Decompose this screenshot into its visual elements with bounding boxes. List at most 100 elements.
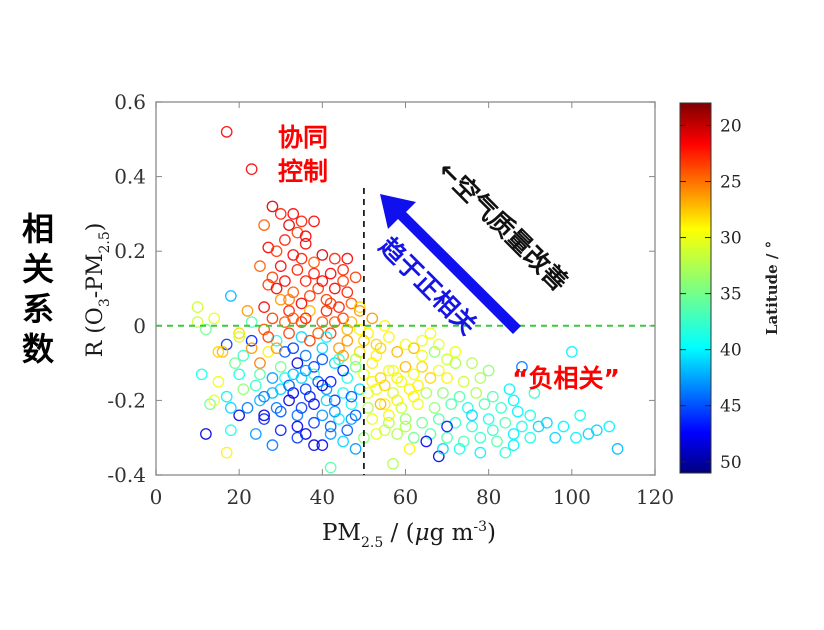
data-point — [399, 413, 412, 425]
data-point — [287, 312, 300, 325]
data-point — [237, 349, 250, 362]
data-point — [474, 446, 487, 459]
data-point — [482, 413, 495, 425]
data-point — [308, 267, 320, 280]
data-point — [328, 282, 341, 295]
colorbar-tick-label: 35 — [720, 285, 742, 305]
data-point — [229, 357, 241, 369]
data-point — [353, 305, 366, 317]
data-point — [441, 431, 453, 444]
data-point — [486, 424, 499, 437]
data-point — [312, 375, 325, 388]
data-point — [233, 331, 246, 343]
axis-ticks: 0 20 40 60 80 100 120 -0.4 -0.2 0 0.2 0.4 0.6 — [107, 90, 674, 509]
data-point — [528, 387, 541, 399]
data-point — [191, 316, 204, 328]
data-point — [582, 428, 595, 440]
data-point — [233, 327, 246, 340]
y-tick-label: 0 — [133, 314, 146, 338]
data-point — [470, 387, 483, 399]
data-point — [320, 383, 333, 396]
data-point — [274, 293, 287, 306]
data-point — [337, 275, 349, 287]
data-point — [441, 420, 453, 433]
data-point — [362, 327, 374, 340]
data-point — [565, 346, 578, 358]
data-point — [316, 409, 329, 422]
y-tick-label: 0.2 — [114, 239, 146, 263]
data-point — [328, 252, 341, 265]
data-point — [258, 390, 270, 403]
data-point — [387, 364, 399, 377]
data-point — [299, 364, 312, 377]
data-point — [258, 219, 270, 231]
data-point — [324, 420, 337, 433]
data-point — [291, 420, 304, 433]
colorbar-tick-label: 45 — [720, 397, 742, 417]
colorbar-tick-label: 40 — [720, 341, 742, 361]
scatter-points — [191, 125, 624, 474]
data-point — [316, 342, 329, 355]
data-point — [378, 379, 391, 392]
data-point — [491, 435, 503, 448]
data-point — [362, 387, 374, 399]
data-point — [437, 387, 449, 399]
colorbar-tick-label: 25 — [720, 172, 742, 192]
data-point — [349, 443, 362, 455]
data-point — [499, 416, 512, 429]
data-point — [516, 420, 528, 433]
data-point — [611, 443, 624, 455]
reference-lines — [156, 188, 655, 475]
data-point — [225, 402, 237, 414]
data-point — [279, 234, 291, 246]
data-point — [445, 398, 458, 410]
annotation-synergy-line2: 控制 — [278, 157, 328, 186]
data-point — [391, 428, 404, 440]
data-point — [299, 237, 312, 250]
data-point — [262, 331, 275, 343]
data-point — [366, 375, 379, 388]
data-point — [333, 342, 345, 355]
colorbar-label: Latitude / ° — [763, 241, 781, 335]
data-point — [220, 446, 233, 459]
data-point — [274, 208, 287, 220]
data-point — [299, 275, 312, 287]
data-point — [254, 260, 266, 272]
data-point — [233, 368, 246, 381]
data-point — [432, 364, 445, 377]
data-point — [557, 420, 570, 433]
data-point — [387, 457, 399, 470]
colorbar-tick-label: 30 — [720, 229, 742, 249]
data-point — [245, 163, 258, 175]
data-point — [345, 390, 358, 403]
data-point — [249, 428, 262, 440]
data-point — [316, 316, 329, 328]
data-point — [308, 439, 320, 452]
data-point — [337, 435, 349, 448]
data-point — [220, 390, 233, 403]
colorbar-ticks: 20 25 30 35 40 45 50 — [680, 116, 742, 473]
data-point — [266, 200, 279, 213]
data-point — [378, 398, 391, 410]
data-point — [349, 360, 362, 373]
data-point — [395, 375, 408, 388]
data-point — [324, 327, 337, 340]
annotation-negative-correlation: “负相关” — [512, 364, 620, 393]
data-point — [407, 390, 420, 403]
data-point — [416, 416, 428, 429]
data-point — [412, 379, 424, 392]
colorbar-tick-label: 20 — [720, 116, 742, 136]
data-point — [383, 364, 395, 377]
data-point — [258, 301, 270, 313]
x-tick-label: 100 — [553, 485, 591, 509]
data-point — [428, 402, 441, 414]
data-point — [191, 301, 204, 313]
data-point — [466, 357, 478, 369]
data-point — [270, 282, 283, 295]
data-point — [466, 409, 478, 422]
data-point — [511, 405, 524, 418]
data-point — [603, 420, 616, 433]
data-point — [308, 256, 320, 269]
data-point — [478, 398, 491, 410]
data-point — [212, 375, 225, 388]
